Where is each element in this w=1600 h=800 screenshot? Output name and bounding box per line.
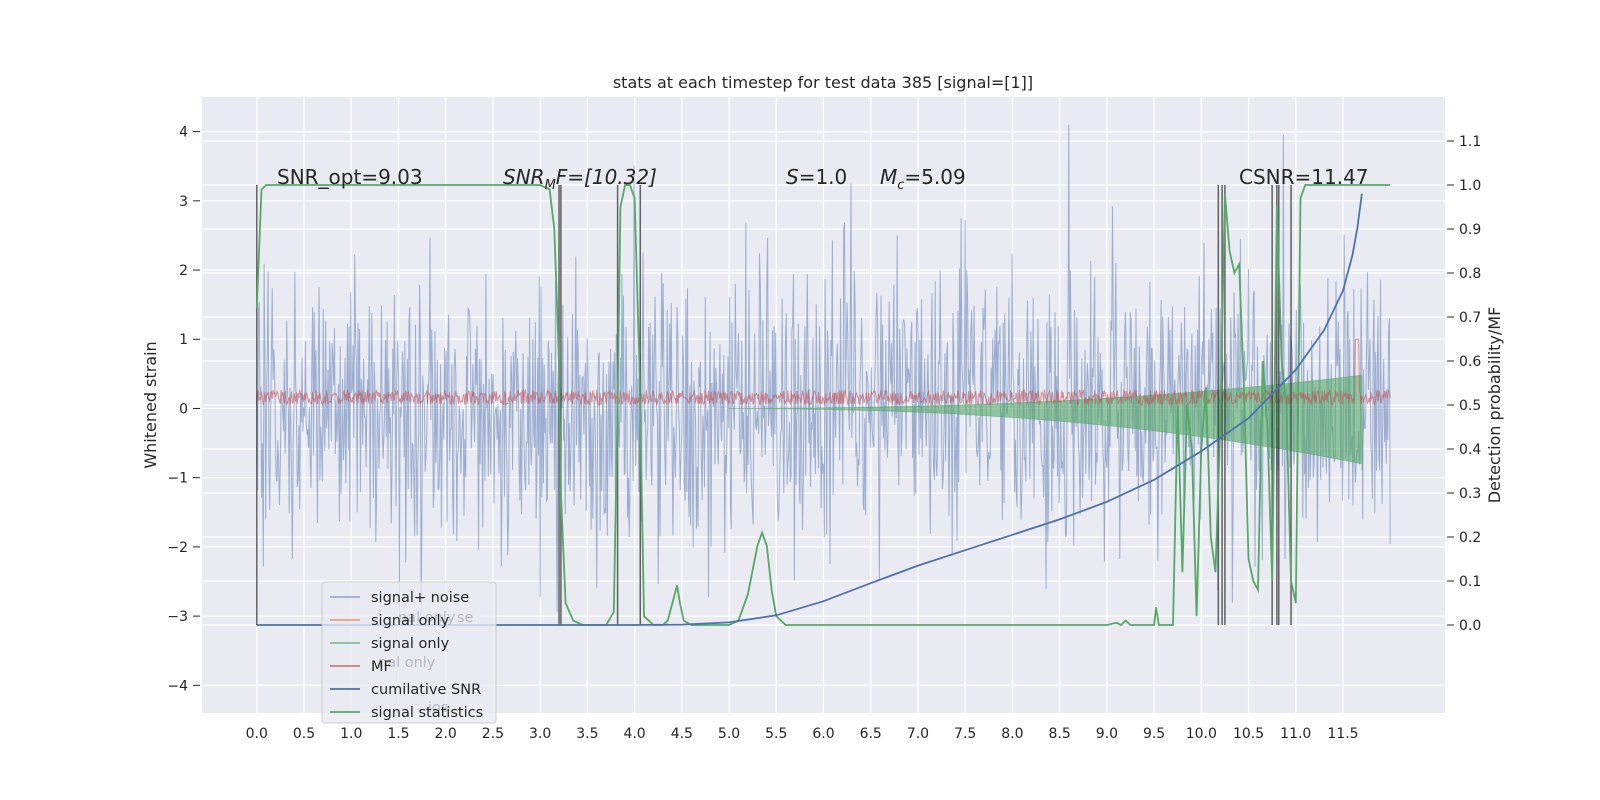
y2-tick-label: 0.2: [1459, 530, 1481, 546]
y2-tick-label: 0.7: [1459, 310, 1481, 326]
y2-tick-label: 1.1: [1459, 134, 1481, 150]
legend-label: signal+ noise: [371, 590, 469, 606]
legend-label: cumilative SNR: [371, 682, 481, 698]
y-tick-label: 0: [179, 401, 188, 417]
x-tick-label: 2.5: [482, 726, 504, 742]
x-tick-label: 1.0: [340, 726, 362, 742]
y-tick-label: −1: [167, 471, 188, 487]
snr-opt-annotation: SNR_opt=9.03: [277, 165, 423, 189]
legend-label: signal only: [371, 636, 450, 652]
mc-annotation: Mc=5.09: [880, 165, 966, 193]
x-tick-label: 11.0: [1280, 726, 1311, 742]
y-tick-label: 3: [179, 194, 188, 210]
x-tick-label: 4.0: [623, 726, 645, 742]
y-tick-label: 1: [179, 332, 188, 348]
y2-tick-label: 0.9: [1459, 222, 1481, 238]
legend-label: signal only: [371, 613, 450, 629]
x-tick-label: 2.0: [435, 726, 457, 742]
x-tick-label: 3.5: [576, 726, 598, 742]
y-tick-labels: 4 3 2 1 0 −1 −2 −3 −4: [167, 125, 200, 694]
x-tick-label: 5.0: [718, 726, 740, 742]
x-tick-label: 3.0: [529, 726, 551, 742]
x-tick-labels: 0.0 0.5 1.0 1.5 2.0 2.5 3.0 3.5 4.0 4.5 5.0 5.5 6.0 6…: [246, 726, 1359, 742]
y2-tick-label: 0.4: [1459, 442, 1481, 458]
x-tick-label: 7.5: [954, 726, 976, 742]
legend-overlap-label: nal only: [378, 655, 436, 671]
x-tick-label: 11.5: [1327, 726, 1358, 742]
x-tick-label: 4.5: [671, 726, 693, 742]
legend-overlap-label: se: [457, 610, 474, 626]
x-tick-label: 9.5: [1143, 726, 1165, 742]
chart-title: stats at each timestep for test data 385…: [613, 73, 1033, 92]
x-tick-label: 6.0: [812, 726, 834, 742]
legend-label: MF: [371, 659, 392, 675]
s-annotation: S=1.0: [786, 165, 847, 189]
csnr-annotation: CSNR=11.47: [1239, 165, 1369, 189]
legend-box: [321, 581, 497, 724]
y-tick-label: −2: [167, 540, 188, 556]
y-tick-label: −4: [167, 678, 188, 694]
legend-overlap-label: ios: [428, 700, 448, 716]
mf-line: [256, 338, 1391, 407]
y-axis-label: Whitened strain: [141, 341, 160, 468]
x-tick-label: 6.5: [860, 726, 882, 742]
y2-tick-label: 1.0: [1459, 178, 1481, 194]
line-series: [255, 184, 1391, 627]
y-tick-label: −3: [167, 609, 188, 625]
y2-tick-label: 0.1: [1459, 574, 1481, 590]
y-tick-label: 2: [179, 263, 188, 279]
x-tick-label: 8.0: [1001, 726, 1023, 742]
x-tick-label: 10.0: [1186, 726, 1217, 742]
legend-label: signal statistics: [371, 705, 483, 721]
legend-overlap-label: nal only: [398, 610, 456, 626]
x-tick-label: 10.5: [1233, 726, 1264, 742]
x-tick-label: 9.0: [1096, 726, 1118, 742]
y2-tick-labels: 1.1 1.0 0.9 0.8 0.7 0.6 0.5 0.4 0.3 0.2 0.1 0.0: [1447, 134, 1481, 634]
y2-axis-label: Detection probability/MF: [1485, 307, 1504, 504]
legend-items: signal+ noise signal only signal only MF cum…: [330, 590, 483, 721]
x-tick-label: 8.5: [1048, 726, 1070, 742]
y2-tick-label: 0.6: [1459, 354, 1481, 370]
series-line: [255, 184, 1391, 627]
x-tick-label: 1.5: [387, 726, 409, 742]
mf-series: [256, 338, 1391, 407]
y2-tick-label: 0.5: [1459, 398, 1481, 414]
x-tick-label: 0.5: [293, 726, 315, 742]
y2-tick-label: 0.8: [1459, 266, 1481, 282]
y2-tick-label: 0.0: [1459, 618, 1481, 634]
x-tick-label: 7.0: [907, 726, 929, 742]
series-line: [256, 193, 1363, 626]
x-tick-label: 0.0: [246, 726, 268, 742]
x-tick-label: 5.5: [765, 726, 787, 742]
snr-mf-annotation: SNRMF=[10.32]: [503, 165, 657, 193]
y-tick-label: 4: [179, 125, 188, 141]
y2-tick-label: 0.3: [1459, 486, 1481, 502]
